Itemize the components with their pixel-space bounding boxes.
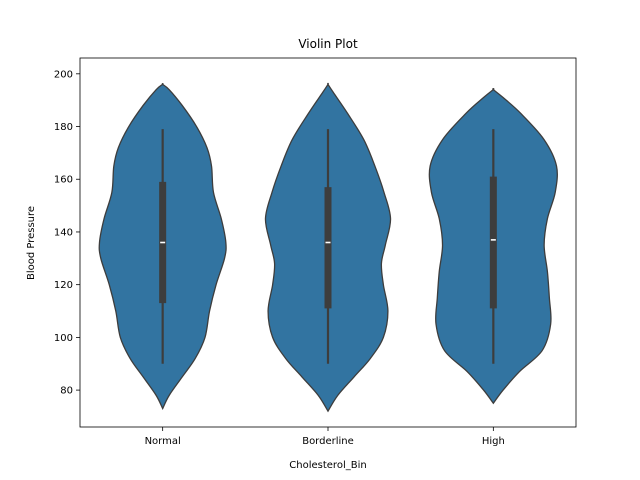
- x-tick-label: Normal: [145, 436, 181, 447]
- chart-title: Violin Plot: [298, 37, 358, 51]
- violin-iqr-box: [324, 187, 332, 309]
- y-axis: 80 100 120 140 160 180 200: [54, 69, 80, 397]
- violin-high: [428, 88, 558, 405]
- y-tick-label: 160: [54, 175, 73, 186]
- violin-iqr-box: [489, 176, 497, 309]
- y-tick-label: 80: [60, 386, 73, 397]
- y-tick-label: 140: [54, 227, 73, 238]
- x-tick-label: Borderline: [302, 436, 354, 447]
- x-tick-label: High: [482, 436, 505, 447]
- violins-layer: [98, 82, 558, 413]
- y-tick-label: 200: [54, 69, 73, 80]
- y-tick-label: 100: [54, 333, 73, 344]
- y-axis-label: Blood Pressure: [26, 206, 37, 280]
- x-axis-label: Cholesterol_Bin: [289, 460, 366, 471]
- violin-borderline: [264, 82, 392, 413]
- violin-normal: [98, 83, 227, 411]
- y-tick-label: 180: [54, 122, 73, 133]
- x-axis: Normal Borderline High: [145, 427, 505, 447]
- y-tick-label: 120: [54, 280, 73, 291]
